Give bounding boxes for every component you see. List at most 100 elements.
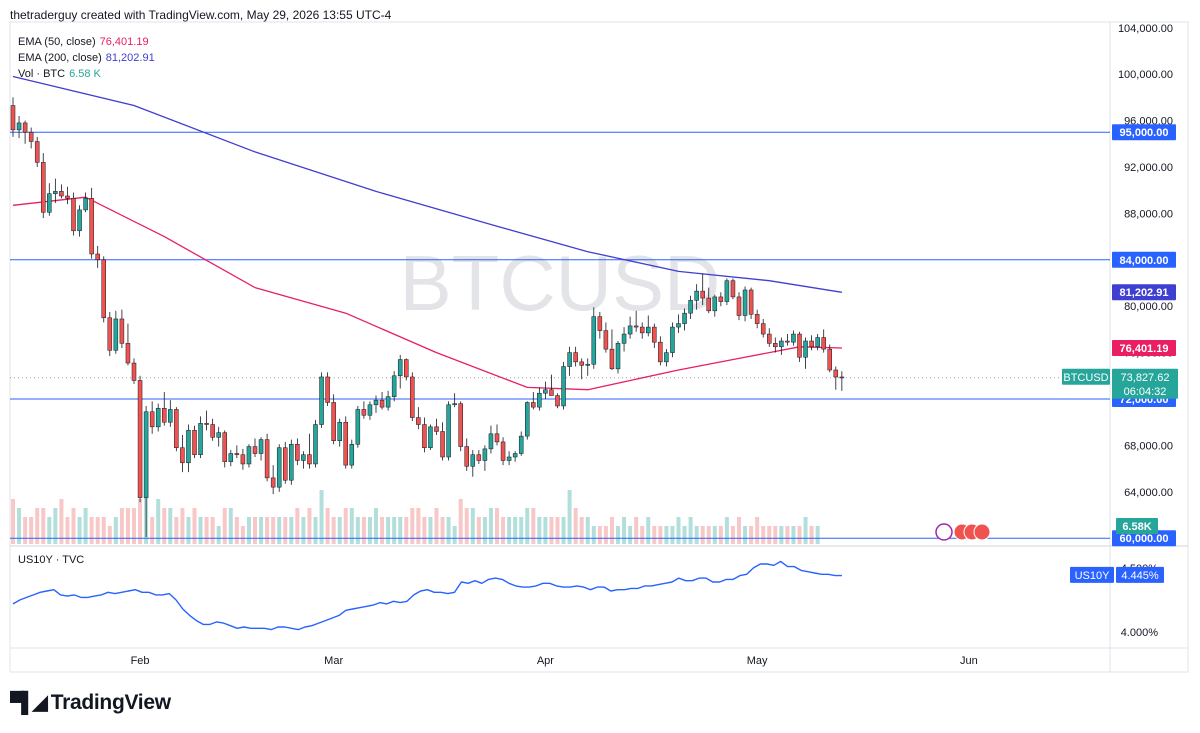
- tradingview-logo-text: TradingView: [50, 690, 171, 714]
- volume-bar: [482, 517, 487, 544]
- volume-bar: [561, 517, 566, 544]
- volume-bar: [446, 517, 451, 544]
- volume-bar: [700, 526, 705, 544]
- candle-down: [797, 333, 802, 358]
- candle-down: [748, 289, 754, 315]
- candle-up: [16, 122, 22, 131]
- time-axis-label: Mar: [324, 655, 343, 667]
- volume-bar: [259, 517, 264, 544]
- price-tick-label: 80,000.00: [1124, 301, 1173, 313]
- volume-bar: [803, 517, 808, 544]
- volume-bar: [150, 517, 155, 544]
- volume-bar: [718, 526, 723, 544]
- ema50-legend[interactable]: EMA (50, close) 76,401.19: [18, 34, 155, 50]
- us10y-value-tag: 4.445%: [1121, 570, 1159, 582]
- candle-down: [434, 426, 439, 432]
- volume-bar: [180, 508, 185, 544]
- candle-down: [549, 389, 554, 396]
- ema50-tag: 76,401.19: [1120, 343, 1169, 355]
- last-price-tag: 73,827.62: [1121, 372, 1170, 384]
- candle-down: [107, 317, 113, 351]
- candle-up: [246, 446, 252, 465]
- volume-bar: [253, 517, 257, 544]
- candle-up: [143, 411, 149, 498]
- candle-down: [754, 314, 760, 324]
- ema50-tag-bg: [1112, 339, 1176, 356]
- volume-bar: [634, 517, 639, 544]
- us10y-legend[interactable]: US10Y · TVC: [18, 552, 84, 568]
- volume-bar: [77, 517, 82, 544]
- level-tag: 84,000.00: [1120, 255, 1169, 267]
- candle-down: [821, 337, 826, 350]
- volume-bar: [579, 517, 584, 544]
- volume-bar: [222, 508, 227, 544]
- candle-up: [724, 280, 730, 302]
- ema50-line: [12, 196, 842, 391]
- volume-bar: [676, 517, 681, 544]
- candle-down: [785, 340, 790, 343]
- price-tick-label: 64,000.00: [1124, 487, 1173, 499]
- volume-bar: [271, 517, 276, 544]
- candle-down: [295, 443, 300, 461]
- tradingview-logo-icon: ▀▌◢: [10, 692, 48, 714]
- ema200-legend[interactable]: EMA (200, close) 81,202.91: [18, 50, 155, 66]
- volume-bar: [640, 526, 645, 544]
- volume-bar: [331, 517, 336, 544]
- volume-bar: [767, 526, 772, 544]
- volume-bar: [216, 526, 221, 544]
- volume-bar: [89, 517, 94, 544]
- volume-bar: [597, 526, 602, 544]
- candle-down: [307, 454, 312, 465]
- candle-up: [319, 376, 324, 425]
- candle-down: [65, 195, 70, 199]
- candle-down: [174, 409, 179, 448]
- volume-bar: [464, 508, 469, 544]
- candle-down: [555, 395, 560, 407]
- volume-bar: [488, 508, 493, 544]
- candle-down: [809, 340, 814, 348]
- chart-frame: [9, 21, 1189, 673]
- volume-bar: [616, 526, 620, 544]
- candle-down: [476, 454, 482, 461]
- candle-down: [531, 402, 536, 408]
- candle-down: [270, 477, 276, 488]
- ema50-label: EMA (50, close): [18, 36, 96, 48]
- time-axis-label: May: [747, 655, 768, 667]
- candle-up: [525, 402, 530, 437]
- candle-down: [839, 376, 845, 379]
- time-axis-label: Feb: [131, 655, 150, 667]
- volume-bar: [549, 517, 554, 544]
- volume-bar: [730, 526, 735, 544]
- price-tick-label: 100,000.00: [1118, 69, 1173, 81]
- candle-up: [627, 325, 633, 335]
- volume-bar: [210, 517, 215, 544]
- candle-down: [579, 361, 584, 366]
- candle-down: [494, 433, 500, 443]
- volume-bar: [609, 517, 614, 544]
- candle-down: [71, 198, 76, 232]
- volume-bar: [392, 517, 397, 544]
- us10y-label: US10Y · TVC: [18, 554, 85, 566]
- us10y-symbol-tag-bg: [1070, 566, 1114, 583]
- candle-up: [815, 337, 820, 348]
- volume-bar: [192, 508, 197, 544]
- volume-bar: [525, 508, 530, 544]
- volume-bar: [785, 526, 790, 544]
- us10y-value-tag-bg: [1116, 566, 1164, 583]
- candle-up: [47, 193, 52, 213]
- volume-bar: [398, 517, 403, 544]
- volume-bar: [59, 499, 64, 544]
- volume-bar: [168, 508, 173, 544]
- volume-bar: [476, 517, 481, 544]
- candle-down: [59, 191, 64, 197]
- candle-down: [252, 446, 258, 454]
- candle-up: [428, 426, 433, 448]
- volume-bar: [543, 517, 548, 544]
- volume-bar: [125, 508, 130, 544]
- volume-bar: [11, 499, 15, 544]
- volume-value: 6.58 K: [69, 68, 101, 80]
- volume-legend[interactable]: Vol · BTC 6.58 K: [18, 66, 155, 82]
- volume-bar: [41, 508, 46, 544]
- volume-bar: [313, 517, 318, 544]
